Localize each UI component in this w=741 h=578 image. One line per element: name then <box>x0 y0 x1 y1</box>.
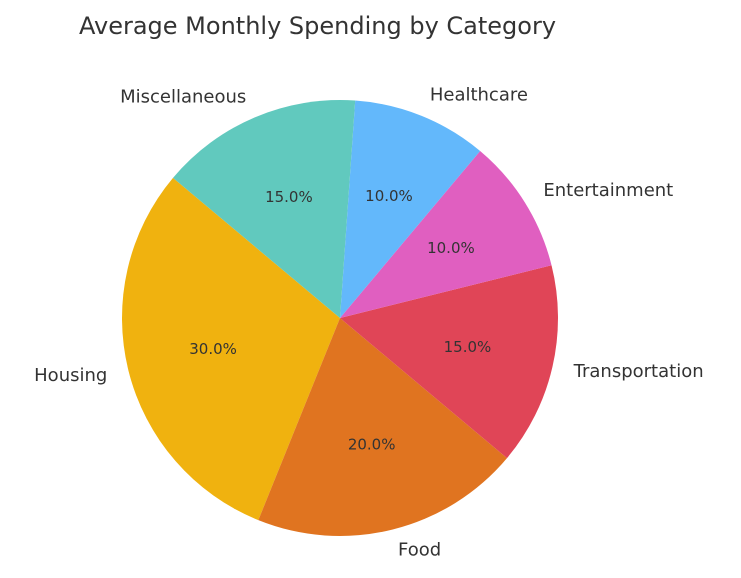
value-label: 20.0% <box>348 435 396 453</box>
value-label: 10.0% <box>365 187 413 205</box>
pie-slice <box>340 100 481 318</box>
slice-label: Healthcare <box>430 85 528 106</box>
slice-label: Entertainment <box>543 180 673 201</box>
chart-title: Average Monthly Spending by Category <box>79 12 556 40</box>
value-label: 30.0% <box>189 340 237 358</box>
value-label: 15.0% <box>265 188 313 206</box>
slice-label: Housing <box>34 365 107 386</box>
pie-slice <box>258 318 507 536</box>
pie-slice <box>340 265 558 459</box>
value-label: 15.0% <box>444 338 492 356</box>
slice-label: Food <box>398 540 441 561</box>
slice-label: Miscellaneous <box>120 86 246 107</box>
value-label: 10.0% <box>427 239 475 257</box>
pie-slice <box>121 177 340 521</box>
slice-label: Transportation <box>573 361 704 382</box>
pie-slice <box>340 151 552 318</box>
pie-slice <box>173 100 356 318</box>
